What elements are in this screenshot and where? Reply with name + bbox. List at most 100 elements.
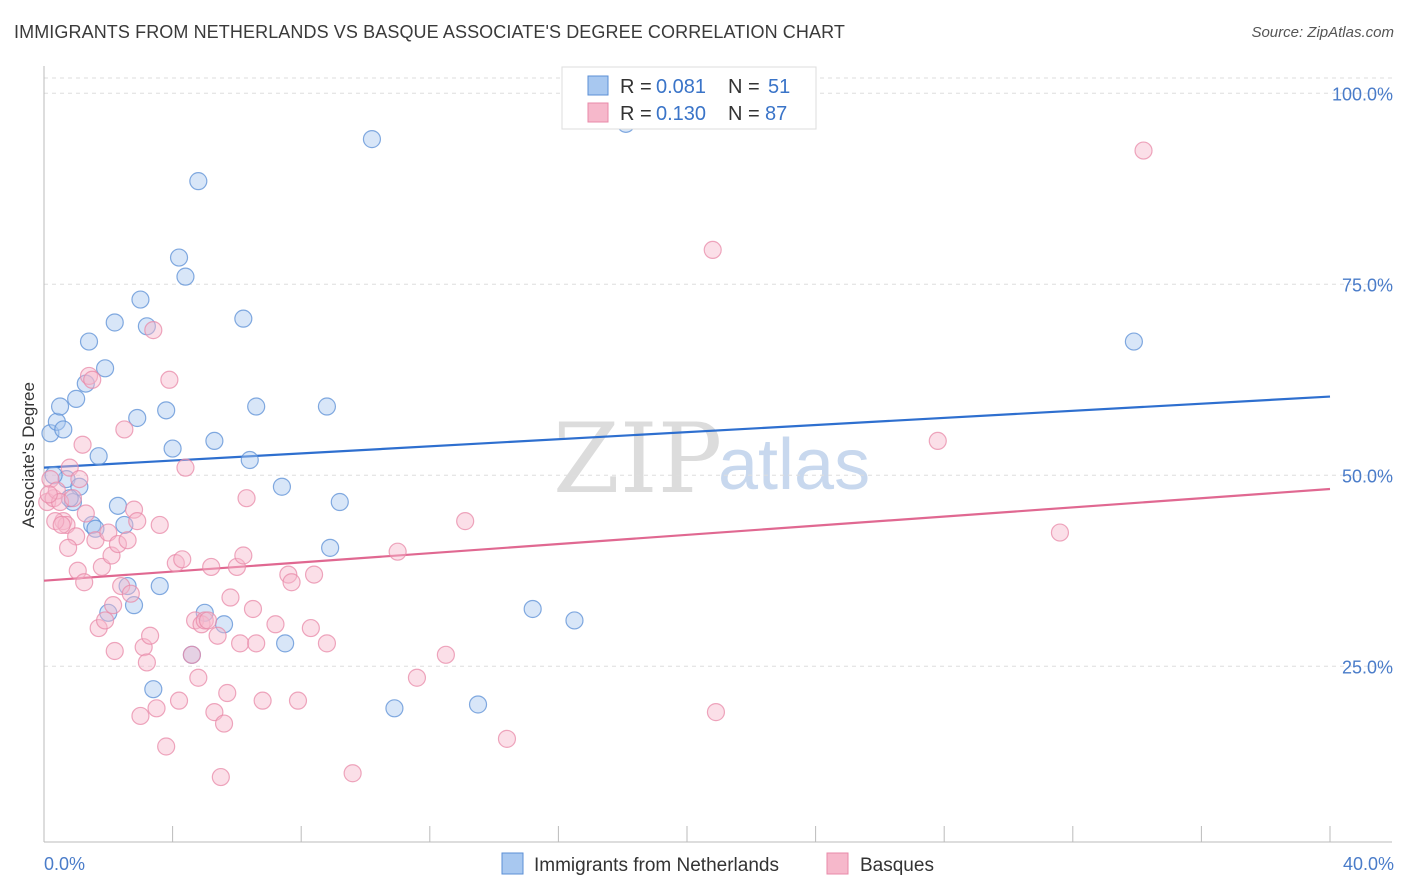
data-point-basques [75,573,94,592]
data-point-netherlands [128,408,147,428]
data-point-netherlands [54,420,73,439]
y-axis-label: Associate's Degree [19,382,38,528]
data-point-basques [147,699,166,718]
legend-swatch-pink [587,102,609,123]
data-point-netherlands [105,313,124,332]
data-point-basques [41,470,60,489]
data-point-basques [118,531,137,550]
data-point-netherlands [67,389,86,408]
y-tick-label: 25.0% [1342,657,1393,677]
data-point-basques [1134,141,1153,160]
data-point-basques [160,370,179,389]
data-point-netherlands [468,695,488,714]
data-point-netherlands [124,596,144,615]
data-point-basques [317,634,337,653]
data-point-basques [253,691,272,710]
data-point-netherlands [240,450,259,470]
data-point-netherlands [321,538,340,557]
data-point-basques [63,489,83,508]
data-point-basques [388,542,407,561]
data-point-basques [95,611,115,630]
data-point-netherlands [47,412,66,431]
data-point-basques [176,458,195,477]
series-legend-swatch-netherlands [501,852,524,875]
y-tick-label: 50.0% [1342,466,1393,486]
data-point-netherlands [1124,332,1143,351]
data-point-basques [140,626,160,645]
data-point-basques [407,668,427,687]
data-point-basques [70,470,89,489]
data-point-basques [436,645,455,664]
data-point-basques [1050,523,1070,542]
data-point-basques [266,615,285,634]
data-point-basques [105,641,124,661]
legend-r-label-blue: R = [620,76,652,98]
data-point-netherlands [234,309,253,328]
data-point-netherlands [144,680,163,699]
data-points [38,114,1153,787]
data-point-basques [243,599,263,619]
data-point-basques [703,240,722,259]
series-legend-swatch-basques [826,852,849,875]
data-point-basques [144,321,163,340]
data-point-basques [68,561,87,580]
legend-r-value-pink: 0.130 [656,103,706,125]
legend-r-label-pink: R = [620,103,652,125]
data-point-netherlands [79,332,99,351]
series-legend-label-netherlands: Immigrants from Netherlands [534,855,779,876]
data-point-basques [237,489,256,508]
data-point-basques [189,668,208,687]
y-tick-label: 100.0% [1332,84,1393,104]
data-point-basques [214,714,234,733]
data-point-basques [39,485,58,504]
trend-line-basques [43,487,1331,582]
data-point-basques [169,691,189,710]
data-point-basques [150,515,169,535]
data-point-basques [497,729,517,748]
chart-title: IMMIGRANTS FROM NETHERLANDS VS BASQUE AS… [14,22,845,42]
data-point-basques [231,634,250,653]
data-point-basques [227,557,246,577]
data-point-netherlands [205,431,224,450]
data-point-netherlands [89,447,108,466]
data-point-basques [102,546,121,565]
data-point-basques [128,512,147,531]
data-point-netherlands [169,248,189,267]
legend-n-value-blue: 51 [768,76,790,98]
watermark-atlas: atlas [718,425,870,505]
data-point-netherlands [276,634,295,653]
data-point-basques [247,634,266,653]
source-credit: Source: ZipAtlas.com [1251,24,1394,41]
data-point-basques [134,638,153,657]
legend-r-value-blue: 0.081 [656,76,706,98]
data-point-basques [288,691,308,710]
legend-n-value-pink: 87 [765,103,787,125]
data-point-basques [706,703,726,722]
data-point-netherlands [95,359,115,378]
data-point-basques [282,573,301,592]
y-tick-label: 75.0% [1342,275,1393,295]
data-point-basques [173,550,192,569]
x-tick-label-max: 40.0% [1343,854,1394,874]
data-point-basques [202,557,221,577]
data-point-basques [208,626,227,645]
data-point-basques [301,618,320,638]
data-point-netherlands [189,172,208,191]
legend-swatch-blue [587,75,609,96]
data-point-basques [131,706,150,726]
data-point-basques [73,435,92,454]
data-point-netherlands [362,130,382,149]
axes [43,66,1392,843]
series-legend-label-basques: Basques [860,855,934,876]
data-point-basques [89,618,108,638]
data-point-basques [76,504,95,523]
data-point-basques [124,500,144,519]
data-point-basques [928,431,947,450]
series-legend: Immigrants from Netherlands Basques [501,852,934,876]
trend-lines [43,395,1331,582]
data-point-basques [112,576,131,596]
data-point-basques [343,764,362,783]
data-point-basques [157,737,176,756]
data-point-basques [182,645,201,664]
